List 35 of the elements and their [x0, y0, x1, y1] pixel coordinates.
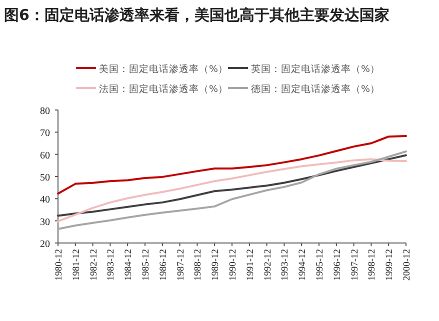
x-tick-label: 1984-12 [124, 248, 134, 281]
x-tick-label: 1997-12 [350, 248, 360, 281]
x-tick-label: 1982-12 [89, 248, 100, 281]
x-tick-label: 1998-12 [368, 248, 378, 281]
x-tick-label: 1980-12 [54, 248, 64, 281]
legend-label: 法国：固定电话渗透率（%） [99, 83, 228, 95]
x-tick-label: 1985-12 [142, 248, 152, 281]
x-tick-label: 1996-12 [332, 248, 343, 281]
x-tick-label: 1991-12 [246, 248, 256, 281]
x-tick-label: 1988-12 [194, 248, 204, 281]
chart-title: 图6：固定电话渗透率来看，美国也高于其他主要发达国家 [4, 6, 390, 24]
x-tick-label: 1992-12 [263, 248, 274, 281]
x-tick-label: 1987-12 [176, 248, 186, 281]
x-tick-label: 2000-12 [402, 248, 412, 281]
x-tick-label: 1983-12 [106, 248, 117, 281]
x-tick-label: 1981-12 [72, 248, 82, 281]
x-tick-label: 1994-12 [298, 248, 308, 281]
y-tick-label: 40 [40, 194, 50, 206]
y-tick-label: 60 [40, 150, 50, 162]
y-tick-label: 30 [40, 216, 50, 228]
y-tick-label: 70 [40, 128, 50, 140]
y-tick-label: 80 [40, 106, 50, 117]
x-tick-label: 1993-12 [280, 248, 291, 281]
x-tick-label: 1989-12 [211, 248, 222, 281]
x-tick-label: 1986-12 [158, 248, 169, 281]
x-tick-label: 1995-12 [316, 248, 326, 281]
legend-label: 英国：固定电话渗透率（%） [251, 63, 380, 75]
legend-label: 美国：固定电话渗透率（%） [99, 63, 228, 75]
legend-label: 德国：固定电话渗透率（%） [251, 83, 380, 95]
y-tick-label: 20 [40, 239, 50, 250]
y-tick-label: 50 [40, 172, 50, 184]
x-tick-label: 1999-12 [385, 248, 396, 281]
x-tick-label: 1990-12 [228, 248, 238, 281]
line-series [57, 134, 407, 195]
line-series [57, 150, 407, 230]
